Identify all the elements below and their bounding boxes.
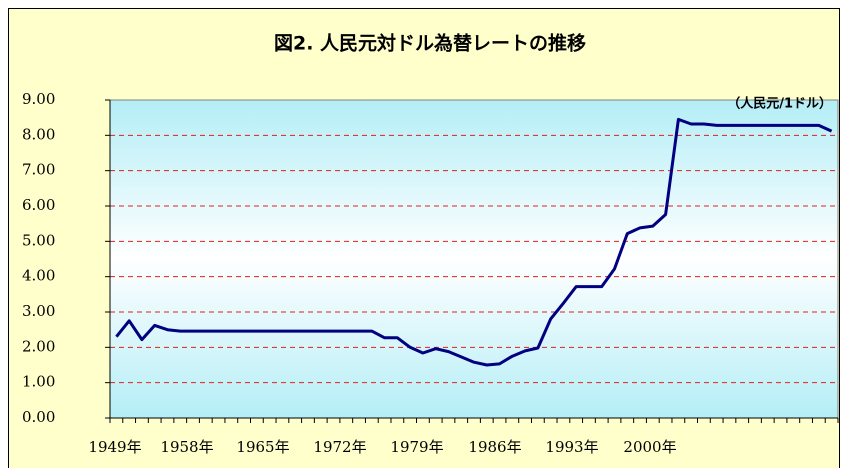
y-tick-label: 8.00 [22, 125, 55, 143]
plot-area [109, 99, 839, 419]
x-tick-label: 1949年 [88, 438, 141, 456]
x-tick-label: 1958年 [160, 438, 213, 456]
chart-title: 図2. 人民元対ドル為替レートの推移 [274, 32, 586, 55]
y-tick-label: 7.00 [22, 161, 55, 179]
x-tick-label: 2000年 [623, 438, 676, 456]
x-tick-label: 1972年 [313, 438, 366, 456]
y-tick-label: 2.00 [22, 337, 55, 355]
x-tick-label: 1993年 [545, 438, 598, 456]
x-tick-label: 1986年 [468, 438, 521, 456]
unit-label: （人民元/1ドル） [727, 96, 832, 112]
x-tick-label: 1979年 [390, 438, 443, 456]
data-line [115, 117, 833, 367]
y-tick-label: 9.00 [22, 90, 55, 108]
y-tick-label: 6.00 [22, 196, 55, 214]
y-tick-label: 4.00 [22, 267, 55, 285]
y-tick-label: 5.00 [22, 231, 55, 249]
y-tick-label: 0.00 [22, 408, 55, 426]
y-tick-label: 3.00 [22, 302, 55, 320]
x-tick-label: 1965年 [236, 438, 289, 456]
y-tick-label: 1.00 [22, 373, 55, 391]
